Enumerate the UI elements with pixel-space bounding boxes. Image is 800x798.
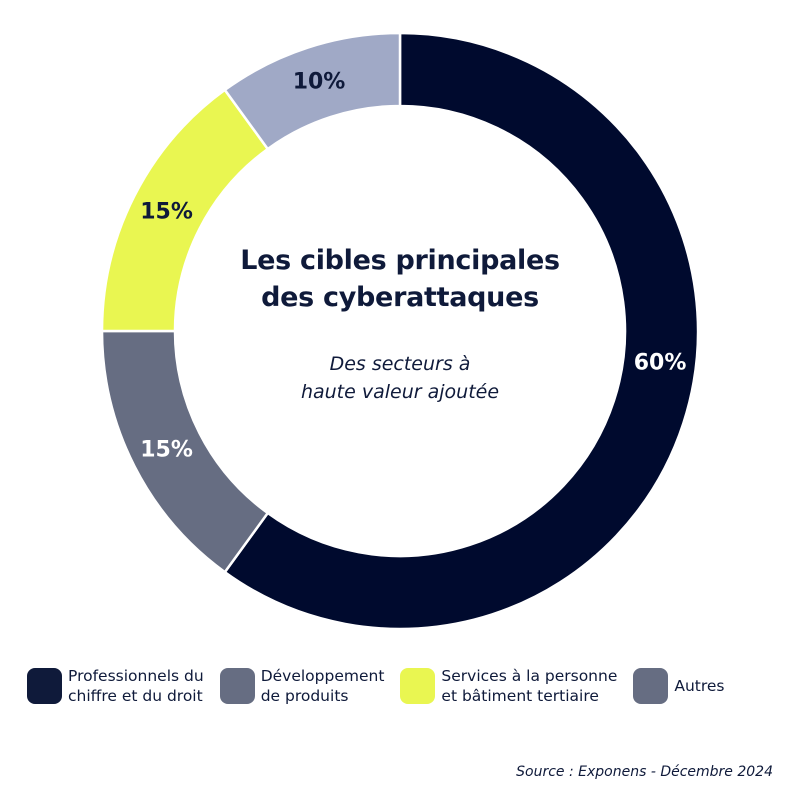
legend-item-developpement: Développement de produits [219,666,385,706]
legend-label-line: Services à la personne [441,667,618,685]
chart-subtitle-line-1: Des secteurs à [329,353,471,375]
legend-swatch [219,668,255,704]
chart-subtitle-line-2: haute valeur ajoutée [300,381,500,403]
chart-subtitle: Des secteurs à haute valeur ajoutée [200,350,600,406]
legend-label-line: Autres [674,677,725,695]
legend-label-line: de produits [260,687,349,705]
slice-label-0: 60% [634,350,687,375]
chart-title-line-1: Les cibles principales [240,245,560,276]
legend-swatch [633,668,669,704]
chart-title-line-2: des cyberattaques [261,282,539,313]
slice-label-2: 15% [140,200,193,225]
legend-label-line: chiffre et du droit [68,687,203,705]
legend-label: Professionnels du chiffre et du droit [68,666,204,706]
legend-label: Développement de produits [261,666,385,706]
legend-label-line: Professionnels du [68,667,204,685]
legend-item-services: Services à la personne et bâtiment terti… [400,666,617,706]
source-note: Source : Exponens - Décembre 2024 [516,764,773,780]
chart-title: Les cibles principales des cyberattaques [200,242,600,316]
legend-label-line: Développement [260,667,385,685]
legend: Professionnels du chiffre et du droit Dé… [27,666,780,706]
donut-slice-3 [223,31,402,151]
legend-swatch [400,668,436,704]
donut-slice-0 [223,31,700,631]
donut-chart: 60% 15% 15% 10% [100,31,700,631]
slice-label-1: 15% [140,437,193,462]
legend-swatch [27,668,62,704]
legend-item-professionnels: Professionnels du chiffre et du droit [27,666,204,706]
legend-item-autres: Autres [633,668,725,704]
legend-label: Autres [674,676,724,696]
legend-label-line: et bâtiment tertiaire [441,687,599,705]
legend-label: Services à la personne et bâtiment terti… [441,666,617,706]
slice-label-3: 10% [293,69,346,94]
